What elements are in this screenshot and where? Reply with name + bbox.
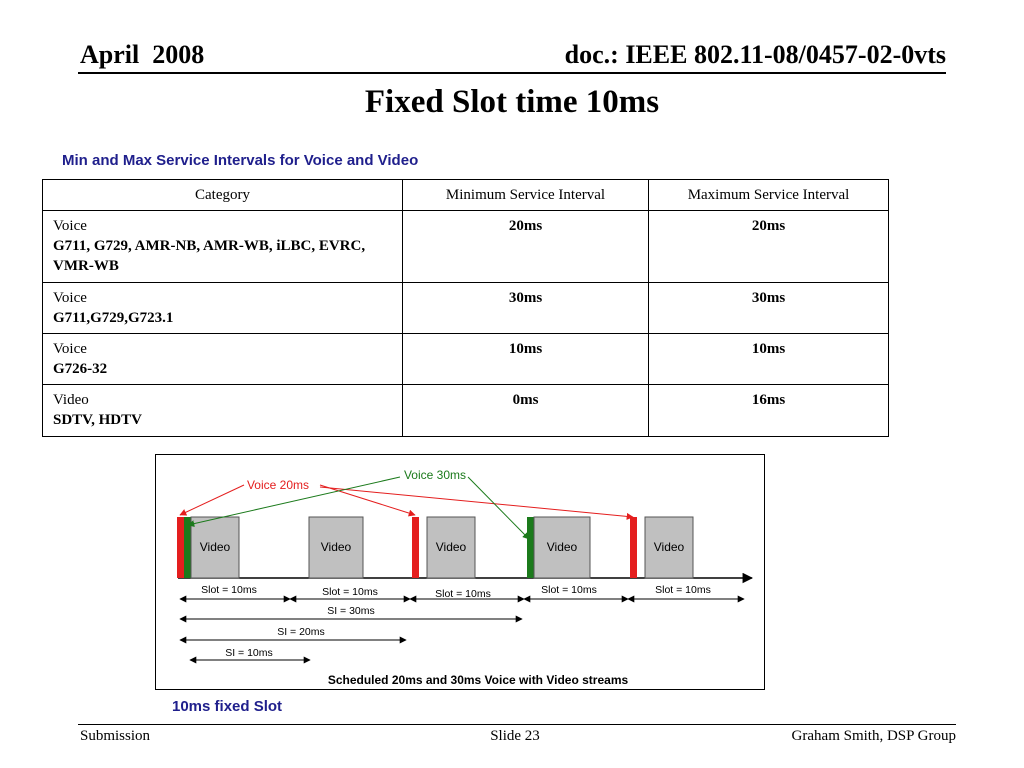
diagram-caption: Scheduled 20ms and 30ms Voice with Video… bbox=[328, 673, 629, 687]
si20-label: SI = 20ms bbox=[277, 626, 325, 638]
column-header-min: Minimum Service Interval bbox=[402, 179, 649, 211]
table-row: Video SDTV, HDTV 0ms 16ms bbox=[42, 384, 889, 437]
category-cell: Voice G711, G729, AMR-NB, AMR-WB, iLBC, E… bbox=[42, 210, 403, 283]
category-detail: SDTV, HDTV bbox=[53, 412, 142, 428]
voice20-pointer bbox=[319, 486, 634, 520]
voice20-label: Voice 20ms bbox=[247, 478, 309, 492]
max-interval-cell: 30ms bbox=[648, 282, 889, 334]
max-interval-cell: 20ms bbox=[648, 210, 889, 283]
voice20-block bbox=[630, 517, 637, 578]
video-label: Video bbox=[654, 540, 685, 554]
video-block bbox=[308, 516, 364, 579]
category-detail: G711,G729,G723.1 bbox=[53, 310, 174, 326]
voice30-block bbox=[527, 517, 534, 578]
video-block bbox=[190, 516, 240, 579]
voice20-pointer bbox=[179, 484, 245, 516]
video-block bbox=[426, 516, 476, 579]
footer-author: Graham Smith, DSP Group bbox=[791, 728, 956, 744]
table-caption: Min and Max Service Intervals for Voice … bbox=[62, 152, 419, 169]
footer-slide-number: Slide 23 bbox=[490, 728, 540, 744]
table-row: Voice G726-32 10ms 10ms bbox=[42, 333, 889, 385]
video-label: Video bbox=[436, 540, 467, 554]
table-row: Voice G711, G729, AMR-NB, AMR-WB, iLBC, E… bbox=[42, 210, 889, 283]
voice30-label: Voice 30ms bbox=[404, 468, 466, 482]
slide-title: Fixed Slot time 10ms bbox=[364, 84, 660, 120]
category-cell: Video SDTV, HDTV bbox=[42, 384, 403, 437]
si30-label: SI = 30ms bbox=[327, 605, 375, 617]
footer-submission: Submission bbox=[80, 728, 151, 744]
footer-rule bbox=[78, 724, 956, 725]
video-label: Video bbox=[547, 540, 578, 554]
category-cell: Voice G711,G729,G723.1 bbox=[42, 282, 403, 334]
voice30-pointer bbox=[467, 476, 530, 540]
table-row: Voice G711,G729,G723.1 30ms 30ms bbox=[42, 282, 889, 334]
max-interval-cell: 16ms bbox=[648, 384, 889, 437]
min-interval-cell: 20ms bbox=[402, 210, 649, 283]
min-interval-cell: 0ms bbox=[402, 384, 649, 437]
video-block bbox=[533, 516, 591, 579]
video-block bbox=[644, 516, 694, 579]
slot-label: Slot = 10ms bbox=[201, 584, 257, 596]
voice30-block bbox=[184, 517, 191, 578]
header-doc-id: doc.: IEEE 802.11-08/0457-02-0vts bbox=[564, 40, 946, 69]
voice20-pointer bbox=[319, 484, 416, 517]
slot-label: Slot = 10ms bbox=[435, 588, 491, 600]
video-label: Video bbox=[200, 540, 231, 554]
min-interval-cell: 30ms bbox=[402, 282, 649, 334]
voice20-block bbox=[177, 517, 184, 578]
column-header-category: Category bbox=[42, 179, 403, 211]
service-interval-table: Category Minimum Service Interval Maximu… bbox=[42, 179, 889, 437]
category-name: Voice bbox=[53, 290, 87, 306]
voice30-pointer bbox=[187, 476, 401, 528]
max-interval-cell: 10ms bbox=[648, 333, 889, 385]
column-header-max: Maximum Service Interval bbox=[648, 179, 889, 211]
timing-svg: Video Video Video Video Video Voice 20ms… bbox=[177, 468, 754, 687]
slot-label: Slot = 10ms bbox=[541, 584, 597, 596]
category-detail: G726-32 bbox=[53, 361, 108, 377]
slot-label: Slot = 10ms bbox=[322, 586, 378, 598]
header-date: April 2008 bbox=[80, 40, 205, 69]
category-name: Voice bbox=[53, 341, 87, 357]
video-label: Video bbox=[321, 540, 352, 554]
header-rule bbox=[78, 72, 946, 74]
category-name: Voice bbox=[53, 218, 87, 234]
si10-label: SI = 10ms bbox=[225, 647, 273, 659]
category-name: Video bbox=[53, 392, 89, 408]
min-interval-cell: 10ms bbox=[402, 333, 649, 385]
category-cell: Voice G726-32 bbox=[42, 333, 403, 385]
slot-timing-diagram: Video Video Video Video Video Voice 20ms… bbox=[155, 454, 765, 690]
category-detail: G711, G729, AMR-NB, AMR-WB, iLBC, EVRC, … bbox=[53, 238, 366, 274]
table-header-row: Category Minimum Service Interval Maximu… bbox=[42, 179, 889, 211]
slot-label: Slot = 10ms bbox=[655, 584, 711, 596]
voice20-block bbox=[412, 517, 419, 578]
fixed-slot-note: 10ms fixed Slot bbox=[172, 698, 283, 715]
